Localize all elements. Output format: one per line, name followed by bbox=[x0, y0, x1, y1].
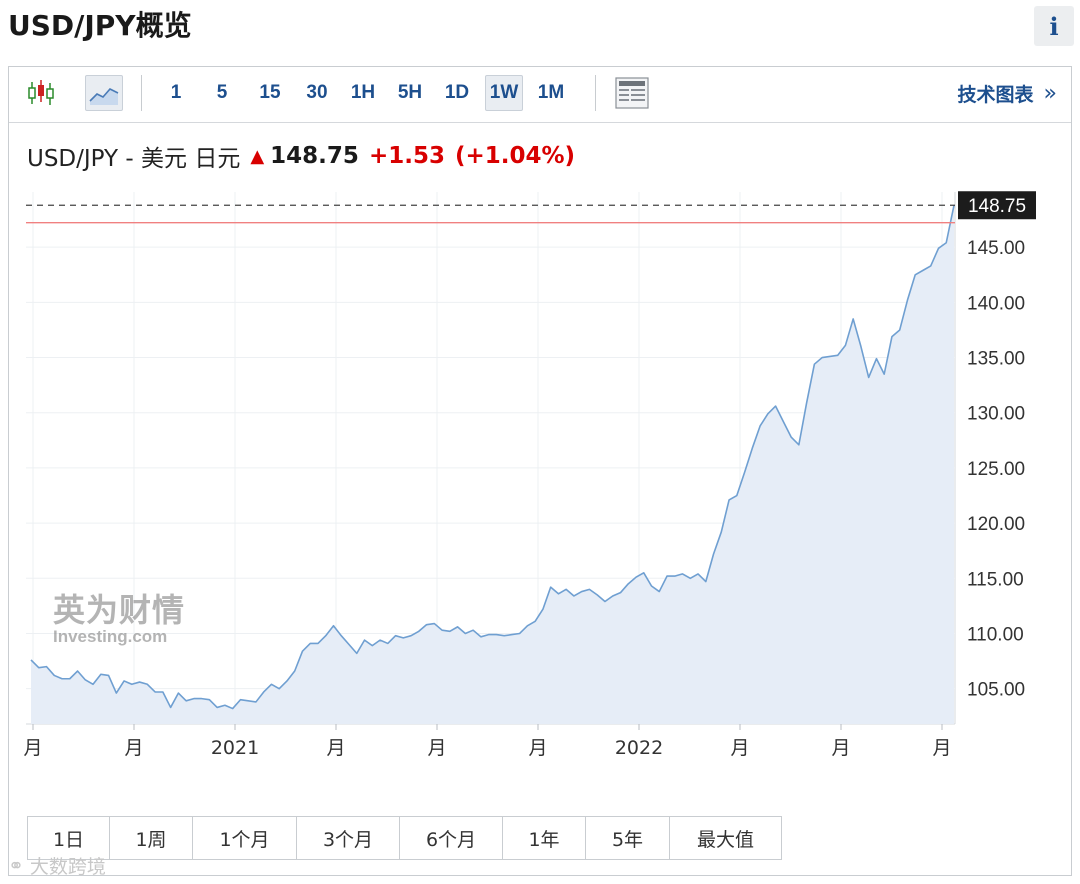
toolbar-separator bbox=[141, 75, 142, 111]
last-price-label: 148.75 bbox=[968, 196, 1026, 217]
chart-panel: 1 5 15 30 1H 5H 1D 1W 1M 技术图表 » bbox=[8, 66, 1072, 876]
price-chart[interactable]: 105.00 110.00 115.00 120.00 125.00 130.00 135.… bbox=[9, 67, 1071, 787]
footer-watermark-text: 大数跨境 bbox=[29, 856, 106, 878]
instrument-name: USD/JPY - 美元 日元 bbox=[27, 146, 241, 172]
last-price: 148.75 bbox=[270, 143, 359, 169]
y-tick-label: 105.00 bbox=[967, 680, 1025, 701]
x-tick-label: 月 bbox=[326, 737, 345, 759]
timeframe-1w[interactable]: 1W bbox=[485, 75, 523, 111]
range-1y[interactable]: 1年 bbox=[503, 817, 586, 859]
toolbar-separator bbox=[595, 75, 596, 111]
footer-watermark: ⚭ 大数跨境 bbox=[8, 852, 106, 879]
range-6m[interactable]: 6个月 bbox=[400, 817, 503, 859]
x-tick-label: 月 bbox=[730, 737, 749, 759]
y-tick-label: 130.00 bbox=[967, 404, 1025, 425]
news-layout-icon[interactable] bbox=[613, 75, 651, 111]
technical-chart-link[interactable]: 技术图表 » bbox=[958, 75, 1057, 111]
x-tick-label: 月 bbox=[528, 737, 547, 759]
price-area bbox=[31, 205, 954, 725]
y-tick-label: 120.00 bbox=[967, 514, 1025, 535]
candlestick-chart-icon[interactable] bbox=[23, 75, 59, 111]
timeframe-15[interactable]: 15 bbox=[259, 82, 281, 103]
timeframe-1[interactable]: 1 bbox=[170, 82, 182, 103]
range-max[interactable]: 最大值 bbox=[696, 828, 754, 851]
x-tick-label: 月 bbox=[124, 737, 143, 759]
watermark-cn: 英为财情 bbox=[53, 591, 186, 629]
price-change-percent: (+1.04%) bbox=[454, 143, 576, 169]
price-change: +1.53 bbox=[368, 143, 445, 169]
range-3m[interactable]: 3个月 bbox=[297, 817, 400, 859]
range-1m[interactable]: 1个月 bbox=[193, 817, 297, 859]
info-button[interactable]: i bbox=[1034, 6, 1074, 46]
timeframe-30[interactable]: 30 bbox=[306, 82, 328, 103]
x-tick-label: 月 bbox=[831, 737, 850, 759]
x-tick-label: 2021 bbox=[211, 737, 259, 759]
up-arrow-icon: ▲ bbox=[250, 145, 265, 167]
range-1w[interactable]: 1周 bbox=[110, 817, 193, 859]
timeframe-5h[interactable]: 5H bbox=[397, 82, 423, 103]
y-tick-label: 110.00 bbox=[967, 624, 1024, 645]
quote-header: USD/JPY - 美元 日元 ▲ 148.75 +1.53 (+1.04%) bbox=[27, 139, 575, 173]
investing-watermark: 英为财情 Investing.com bbox=[53, 585, 185, 647]
y-tick-label: 125.00 bbox=[967, 459, 1025, 480]
weibo-icon: ⚭ bbox=[8, 854, 24, 877]
y-tick-label: 145.00 bbox=[967, 238, 1025, 259]
timeframe-1d[interactable]: 1D bbox=[444, 82, 470, 103]
y-tick-label: 135.00 bbox=[967, 349, 1025, 370]
area-chart-icon[interactable] bbox=[85, 75, 123, 111]
x-tick-label: 2022 bbox=[615, 737, 663, 759]
range-5y[interactable]: 5年 bbox=[586, 817, 670, 859]
chart-toolbar: 1 5 15 30 1H 5H 1D 1W 1M 技术图表 » bbox=[9, 67, 1071, 123]
x-tick-label: 月 bbox=[427, 737, 446, 759]
timeframe-1h[interactable]: 1H bbox=[350, 82, 376, 103]
page-title: USD/JPY概览 bbox=[8, 9, 192, 42]
x-tick-label: 月 bbox=[23, 737, 42, 759]
range-1d[interactable]: 1日 bbox=[28, 817, 110, 859]
double-chevron-right-icon: » bbox=[1043, 80, 1057, 106]
y-tick-label: 140.00 bbox=[967, 293, 1025, 314]
technical-chart-label: 技术图表 bbox=[957, 83, 1034, 106]
range-selector: 1日 1周 1个月 3个月 6个月 1年 5年 最大值 bbox=[27, 816, 782, 860]
price-line bbox=[30, 205, 955, 710]
timeframe-1m[interactable]: 1M bbox=[537, 82, 565, 103]
last-price-label-box bbox=[958, 191, 1036, 220]
x-tick-label: 月 bbox=[932, 737, 951, 759]
watermark-en: Investing.com bbox=[53, 627, 168, 646]
timeframe-5[interactable]: 5 bbox=[216, 82, 228, 103]
y-tick-label: 115.00 bbox=[967, 569, 1024, 590]
